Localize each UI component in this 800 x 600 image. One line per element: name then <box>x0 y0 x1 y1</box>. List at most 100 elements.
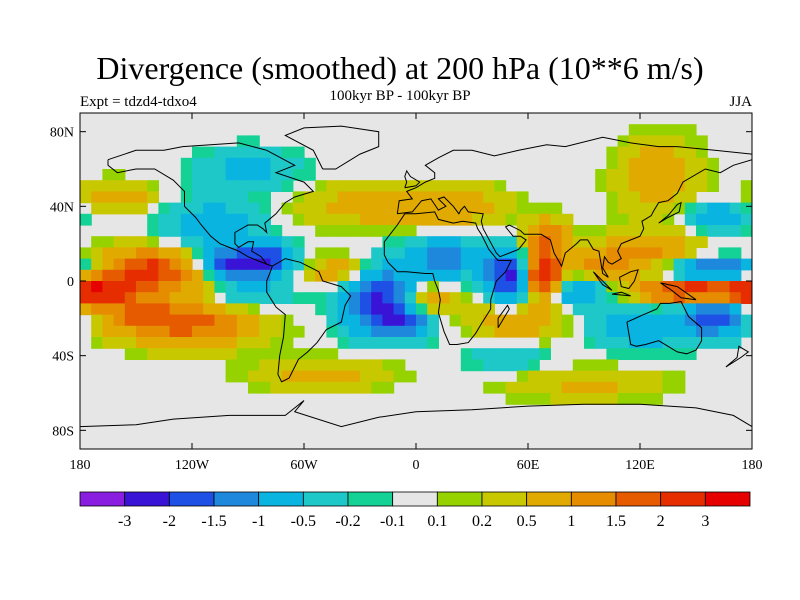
field-cell <box>147 225 159 237</box>
field-cell <box>472 258 484 271</box>
field-cell <box>516 281 529 293</box>
field-cell <box>550 314 563 327</box>
field-cell <box>158 314 171 327</box>
field-cell <box>124 202 137 215</box>
field-cell <box>393 236 406 248</box>
field-cell <box>651 191 663 204</box>
field-cell <box>236 202 249 215</box>
field-cell <box>203 191 215 204</box>
field-cell <box>740 202 752 215</box>
field-cell <box>102 236 115 248</box>
field-cell <box>304 348 316 360</box>
field-cell <box>124 325 137 338</box>
field-cell <box>225 180 238 192</box>
field-cell <box>192 191 204 204</box>
field-cell <box>180 213 193 226</box>
field-cell <box>281 370 294 383</box>
field-cell <box>729 337 742 349</box>
colorbar-swatch <box>704 491 751 507</box>
field-cell <box>281 281 294 293</box>
field-cell <box>684 337 697 349</box>
field-cell <box>505 213 518 226</box>
field-cell <box>203 169 215 181</box>
field-cell <box>360 370 372 383</box>
field-cell <box>729 258 742 271</box>
field-cell <box>684 325 697 338</box>
field-cell <box>606 236 619 248</box>
field-cell <box>640 292 652 304</box>
field-cell <box>516 348 529 360</box>
field-cell <box>472 303 484 316</box>
field-cell <box>248 157 260 170</box>
y-tick-label: 40S <box>52 350 74 365</box>
field-cell <box>326 247 339 260</box>
field-cell <box>136 247 148 260</box>
field-cell <box>203 269 215 282</box>
field-cell <box>640 124 652 136</box>
field-cell <box>595 169 607 181</box>
field-cell <box>483 213 495 226</box>
field-cell <box>102 314 115 327</box>
field-cell <box>438 202 451 215</box>
field-cell <box>147 191 159 204</box>
field-cell <box>640 180 652 192</box>
field-cell <box>651 381 663 394</box>
field-cell <box>225 191 238 204</box>
field-cell <box>113 169 126 181</box>
field-cell <box>80 180 92 192</box>
field-cell <box>483 269 495 282</box>
field-cell <box>572 258 585 271</box>
field-cell <box>214 236 227 248</box>
field-cell <box>707 157 719 170</box>
field-cell <box>416 191 428 204</box>
field-cell <box>595 180 607 192</box>
field-cell <box>539 393 551 405</box>
field-cell <box>684 247 697 260</box>
field-cell <box>192 225 204 237</box>
field-cell <box>292 325 305 338</box>
field-cell <box>561 381 574 394</box>
field-cell <box>248 225 260 237</box>
field-cell <box>292 213 305 226</box>
field-cell <box>707 337 719 349</box>
field-cell <box>494 202 507 215</box>
field-cell <box>214 146 227 159</box>
field-cell <box>169 292 182 304</box>
field-cell <box>740 314 752 327</box>
field-cell <box>225 325 238 338</box>
field-cell <box>248 370 260 383</box>
field-cell <box>572 393 585 405</box>
field-cell <box>124 247 137 260</box>
field-cell <box>371 381 383 394</box>
field-cell <box>673 292 686 304</box>
field-cell <box>91 314 103 327</box>
field-cell <box>124 292 137 304</box>
field-cell <box>684 146 697 159</box>
field-cell <box>214 157 227 170</box>
field-cell <box>292 258 305 271</box>
field-cell <box>584 393 596 405</box>
field-cell <box>427 258 439 271</box>
colorbar-label: 2 <box>657 513 665 530</box>
field-cell <box>494 213 507 226</box>
colorbar-swatch <box>79 491 126 507</box>
field-cell <box>203 236 215 248</box>
field-cell <box>236 292 249 304</box>
colorbar-label: -1.5 <box>201 513 226 530</box>
field-cell <box>360 213 372 226</box>
field-cell <box>606 348 619 360</box>
field-cell <box>584 225 596 237</box>
field-cell <box>382 213 395 226</box>
field-cell <box>673 191 686 204</box>
field-cell <box>337 303 350 316</box>
field-cell <box>673 146 686 159</box>
field-cell <box>360 337 372 349</box>
field-cell <box>326 258 339 271</box>
field-cell <box>147 247 159 260</box>
field-cell <box>393 213 406 226</box>
field-cell <box>595 359 607 372</box>
field-cell <box>528 381 540 394</box>
field-cell <box>214 337 227 349</box>
field-cell <box>595 337 607 349</box>
